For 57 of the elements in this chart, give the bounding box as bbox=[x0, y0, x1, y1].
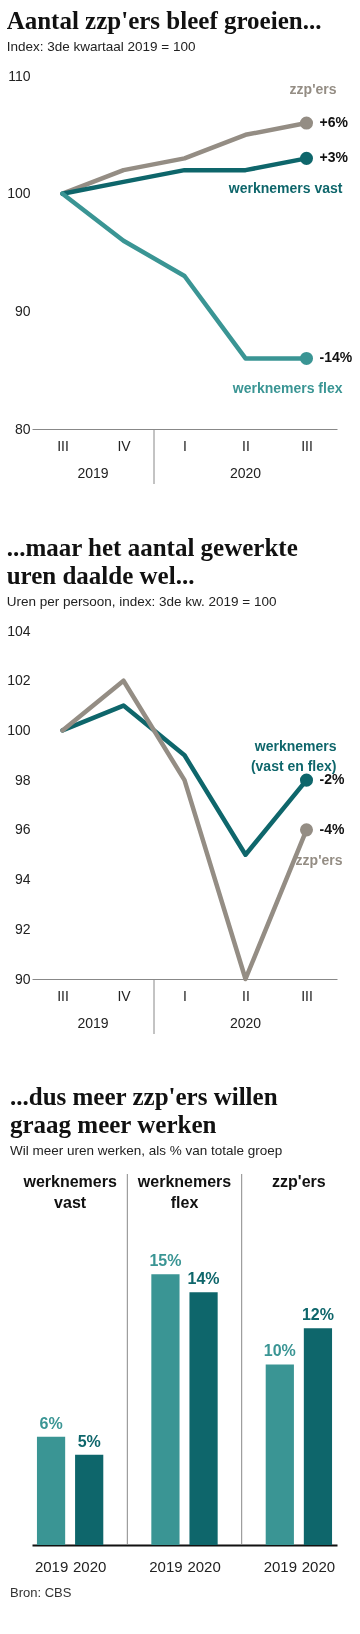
y-tick-label: 104 bbox=[7, 622, 31, 639]
text: 2020 bbox=[229, 465, 262, 481]
annotation: -14% bbox=[319, 349, 353, 366]
data-label: 12% bbox=[301, 1306, 334, 1324]
y-tick-label: 94 bbox=[14, 871, 31, 888]
y-tick-label: 80 bbox=[14, 420, 31, 437]
annotation: +6% bbox=[319, 114, 349, 131]
chart-subtitle: Index: 3de kwartaal 2019 = 100 bbox=[6, 38, 196, 54]
y-tick-label: 96 bbox=[14, 821, 31, 838]
text: 2019 bbox=[77, 1015, 109, 1031]
chart-subtitle: Wil meer uren werken, als % van totale groep bbox=[10, 1143, 283, 1158]
x-tick-label: 2019 bbox=[263, 1557, 297, 1575]
series-label: zzp'ers bbox=[295, 851, 343, 868]
x-tick-label: 2019 bbox=[149, 1557, 183, 1575]
series-label: werknemers flex bbox=[231, 380, 343, 397]
data-label: 14% bbox=[187, 1270, 220, 1288]
data-label: 15% bbox=[149, 1252, 182, 1270]
y-tick-label: 90 bbox=[14, 970, 31, 987]
text: 2019 bbox=[77, 465, 109, 481]
series-label: zzp'ers bbox=[289, 81, 337, 98]
x-tick-label: III bbox=[301, 987, 313, 1004]
x-tick-label: II bbox=[242, 987, 250, 1004]
x-tick-label: 2019 bbox=[34, 1557, 69, 1575]
text: Bron: CBS bbox=[10, 1585, 72, 1600]
y-tick-label: 98 bbox=[14, 771, 31, 788]
x-tick-label: II bbox=[242, 437, 250, 454]
x-tick-label: III bbox=[57, 437, 69, 454]
y-tick-label: 102 bbox=[7, 672, 31, 689]
y-tick-label: 100 bbox=[7, 721, 31, 738]
annotation: +3% bbox=[319, 149, 349, 166]
x-tick-label: I bbox=[183, 437, 187, 454]
data-label: 6% bbox=[39, 1414, 63, 1432]
x-tick-label: 2020 bbox=[73, 1557, 107, 1575]
chart-title: ...maar het aantal gewerkte uren daalde wel... bbox=[6, 533, 298, 589]
series-label: werknemers vast bbox=[227, 180, 343, 197]
x-tick-label: 2020 bbox=[187, 1557, 221, 1575]
x-tick-label: III bbox=[57, 987, 69, 1004]
y-tick-label: 90 bbox=[14, 302, 31, 319]
y-tick-label: 110 bbox=[8, 67, 31, 84]
text: 2020 bbox=[229, 1015, 262, 1031]
annotation: -4% bbox=[319, 820, 345, 837]
y-tick-label: 100 bbox=[7, 185, 31, 202]
chart-title: ...dus meer zzp'ers willen graag meer werken bbox=[10, 1083, 278, 1138]
text: werknemers vast bbox=[22, 1173, 117, 1211]
x-tick-label: I bbox=[183, 987, 187, 1004]
text: zzp'ers bbox=[272, 1173, 326, 1190]
data-label: 5% bbox=[77, 1432, 101, 1450]
chart-subtitle: Uren per persoon, index: 3de kw. 2019 = 100 bbox=[6, 593, 277, 609]
chart-title: Aantal zzp'ers bleef groeien... bbox=[6, 6, 322, 34]
x-tick-label: IV bbox=[117, 987, 132, 1004]
x-tick-label: IV bbox=[117, 437, 132, 454]
y-tick-label: 92 bbox=[14, 920, 31, 937]
data-label: 10% bbox=[263, 1342, 296, 1360]
text: werknemers flex bbox=[136, 1173, 232, 1211]
series-label: werknemers (vast en flex) bbox=[250, 738, 337, 775]
x-tick-label: 2020 bbox=[301, 1557, 336, 1575]
x-tick-label: III bbox=[301, 437, 313, 454]
